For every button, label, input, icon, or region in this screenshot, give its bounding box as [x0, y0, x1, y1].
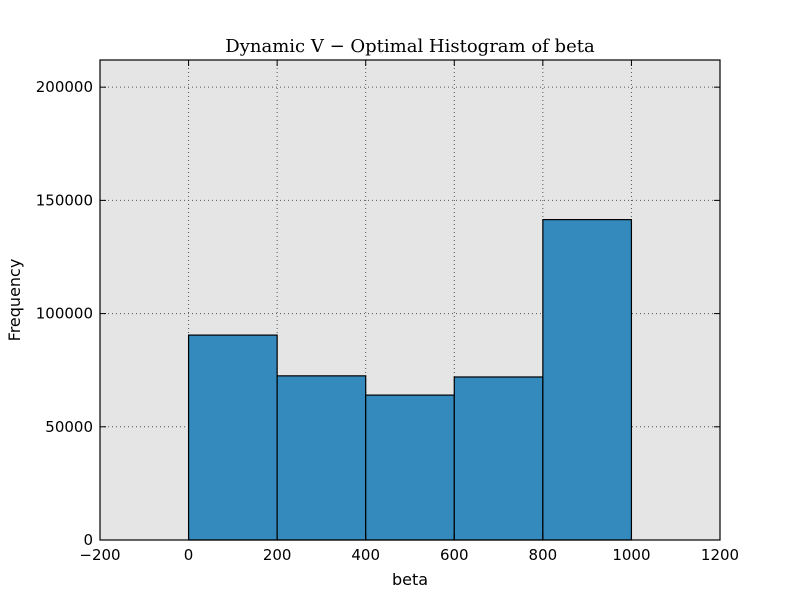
histogram-bar [365, 394, 455, 541]
x-tick-label: 0 [184, 546, 194, 564]
x-tick-label: 1200 [701, 546, 739, 564]
axis-ticks: −200 0 200 400 600 800 1000 1200050000100000150… [36, 60, 739, 564]
x-tick-label: 1000 [612, 546, 650, 564]
histogram-bar [453, 376, 544, 541]
y-tick-label: 0 [83, 531, 93, 549]
x-tick-label: 200 [263, 546, 292, 564]
y-tick-label: 100000 [36, 305, 93, 323]
y-tick-label: 150000 [36, 191, 93, 209]
histogram-bar [276, 375, 367, 541]
y-axis-label: Frequency [5, 259, 24, 342]
x-axis-label: beta [392, 570, 428, 589]
x-tick-label: 800 [529, 546, 558, 564]
bars [187, 219, 633, 541]
histogram-bar [542, 219, 633, 541]
histogram-bar [187, 334, 278, 541]
x-tick-label: −200 [79, 546, 120, 564]
x-tick-label: 400 [351, 546, 380, 564]
plot-frame [99, 59, 721, 541]
x-tick-label: 600 [440, 546, 469, 564]
y-tick-label: 50000 [45, 418, 93, 436]
chart-title: Dynamic V − Optimal Histogram of beta [225, 36, 595, 57]
y-tick-label: 200000 [36, 78, 93, 96]
